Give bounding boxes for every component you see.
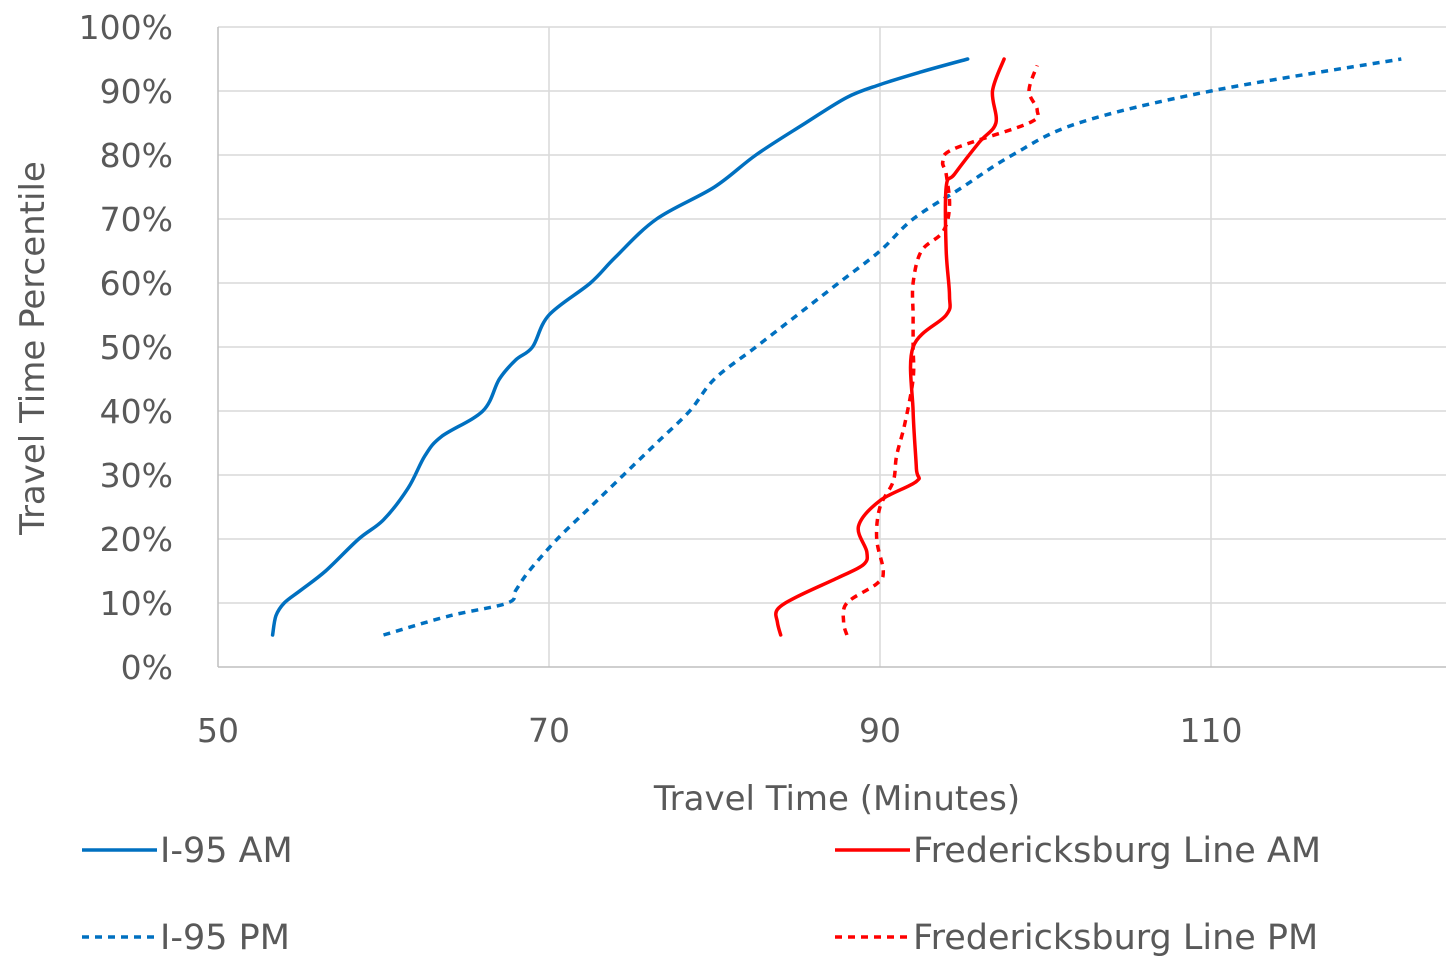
series-line-4 — [841, 64, 1040, 636]
grid — [218, 26, 1446, 667]
legend-label-4: Fredericksburg Line PM — [913, 918, 1318, 958]
x-tick-label: 70 — [528, 711, 570, 750]
y-tick-label: 50% — [100, 328, 173, 367]
legend-label-3: Fredericksburg Line AM — [913, 831, 1321, 871]
series-line-3 — [774, 57, 1006, 637]
x-axis-title: Travel Time (Minutes) — [653, 779, 1020, 819]
x-tick-label: 50 — [197, 711, 239, 750]
legend-label-1: I-95 AM — [160, 831, 293, 871]
y-tick-label: 70% — [100, 200, 173, 239]
x-tick-label: 90 — [859, 711, 901, 750]
y-tick-label: 60% — [100, 264, 173, 303]
legend-label-2: I-95 PM — [160, 918, 290, 958]
y-tick-label: 80% — [100, 136, 173, 175]
y-tick-label: 20% — [100, 520, 173, 559]
x-tick-label: 110 — [1180, 711, 1243, 750]
series-lines — [270, 57, 1402, 637]
y-tick-label: 10% — [100, 584, 173, 623]
y-tick-label: 40% — [100, 392, 173, 431]
y-tick-label: 0% — [121, 648, 173, 687]
y-tick-label: 30% — [100, 456, 173, 495]
tick-labels: 0% 10% 20% 30% 40% 50% 60% 70% 80% 90% 100% 50 70 90 1… — [79, 8, 1243, 750]
y-tick-label: 90% — [100, 72, 173, 111]
y-axis-title: Travel Time Percentile — [13, 161, 53, 536]
series-line-2 — [383, 57, 1402, 637]
series-line-1 — [270, 57, 970, 637]
axes — [217, 27, 1446, 668]
y-tick-label: 100% — [79, 8, 173, 47]
legend: I-95 AM I-95 PM Fredericksburg Line AM Fred… — [82, 831, 1321, 958]
